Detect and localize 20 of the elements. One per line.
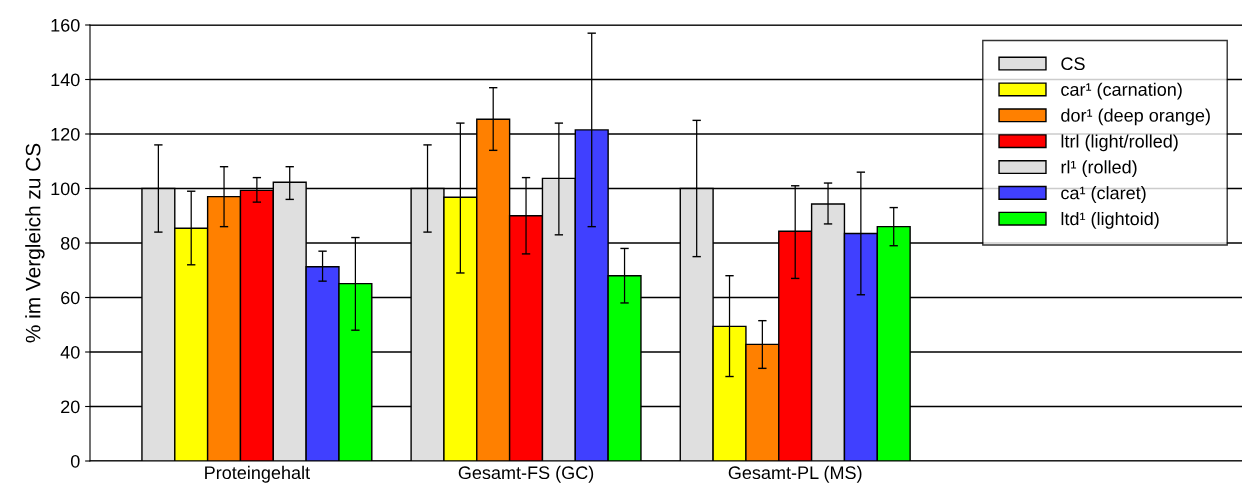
y-tick-label: 100 [51,182,80,196]
legend-label: ca¹ (claret) [1061,186,1146,203]
legend-label: ltd¹ (lightoid) [1061,211,1159,229]
y-tick-label: 0 [70,454,80,468]
legend-label: CS [1061,57,1085,71]
x-tick-label: Gesamt-PL (MS) [728,465,862,483]
legend-label: car¹ (carnation) [1061,82,1182,100]
y-tick-label: 160 [51,18,80,32]
legend-label: dor¹ (deep orange) [1061,108,1210,126]
y-tick-label: 60 [61,291,80,305]
x-tick-label: Gesamt-FS (GC) [458,465,594,483]
y-tick-label: 40 [60,345,80,359]
y-tick-label: 120 [51,127,80,141]
y-tick-label: 80 [60,236,80,250]
y-axis-title: % im Vergleich zu CS [25,143,45,343]
y-tick-label: 140 [51,73,80,87]
legend-label: ltrl (light/rolled) [1061,134,1178,152]
y-tick-label: 20 [61,400,80,414]
x-tick-label: Proteingehalt [205,465,310,483]
legend-label: rl¹ (rolled) [1061,160,1137,178]
